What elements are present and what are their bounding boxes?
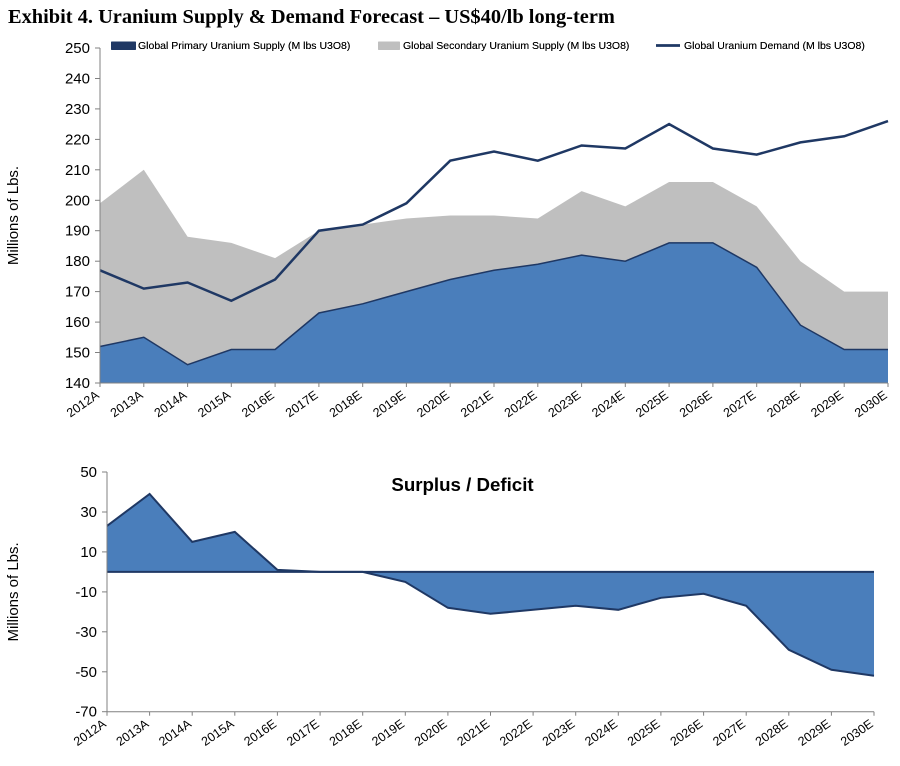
svg-text:2023E: 2023E — [546, 388, 584, 420]
svg-text:2020E: 2020E — [414, 388, 452, 420]
svg-text:2024E: 2024E — [582, 717, 620, 749]
svg-text:2021E: 2021E — [455, 717, 493, 749]
svg-text:50: 50 — [80, 464, 97, 481]
svg-text:Global Uranium Demand (M lbs U: Global Uranium Demand (M lbs U3O8) — [684, 40, 865, 52]
svg-text:2021E: 2021E — [458, 388, 496, 420]
svg-text:140: 140 — [65, 375, 90, 392]
svg-text:2015A: 2015A — [199, 716, 237, 749]
svg-text:-70: -70 — [75, 704, 97, 721]
svg-text:2024E: 2024E — [589, 388, 627, 420]
svg-text:2027E: 2027E — [710, 717, 748, 749]
svg-text:Millions of Lbs.: Millions of Lbs. — [5, 542, 22, 641]
svg-text:Global Primary Uranium Supply: Global Primary Uranium Supply (M lbs U3O… — [138, 40, 350, 52]
svg-text:Global Secondary Uranium Suppl: Global Secondary Uranium Supply (M lbs U… — [403, 40, 629, 52]
svg-text:250: 250 — [65, 40, 90, 57]
svg-text:Surplus / Deficit: Surplus / Deficit — [391, 474, 533, 495]
svg-text:10: 10 — [80, 544, 97, 561]
svg-text:-50: -50 — [75, 664, 97, 681]
svg-text:2026E: 2026E — [677, 388, 715, 420]
svg-text:2023E: 2023E — [540, 717, 578, 749]
svg-text:2012A: 2012A — [71, 716, 109, 749]
svg-text:190: 190 — [65, 223, 90, 240]
svg-text:2028E: 2028E — [764, 388, 802, 420]
svg-text:2020E: 2020E — [412, 717, 450, 749]
svg-text:2014A: 2014A — [152, 388, 190, 421]
svg-text:2022E: 2022E — [497, 717, 535, 749]
svg-text:160: 160 — [65, 314, 90, 331]
svg-text:180: 180 — [65, 253, 90, 270]
svg-text:-10: -10 — [75, 584, 97, 601]
svg-text:2013A: 2013A — [108, 388, 146, 421]
svg-text:220: 220 — [65, 131, 90, 148]
svg-text:2025E: 2025E — [633, 388, 671, 420]
svg-text:2012A: 2012A — [64, 388, 102, 421]
svg-text:2014A: 2014A — [156, 716, 194, 749]
svg-text:200: 200 — [65, 192, 90, 209]
svg-text:2030E: 2030E — [852, 388, 890, 420]
svg-text:Millions of Lbs.: Millions of Lbs. — [5, 166, 22, 265]
svg-text:30: 30 — [80, 504, 97, 521]
svg-text:230: 230 — [65, 101, 90, 118]
svg-text:2017E: 2017E — [284, 717, 322, 749]
svg-text:2022E: 2022E — [502, 388, 540, 420]
svg-text:2027E: 2027E — [721, 388, 759, 420]
svg-text:2015A: 2015A — [195, 388, 233, 421]
svg-text:2029E: 2029E — [795, 717, 833, 749]
svg-text:2030E: 2030E — [838, 717, 876, 749]
svg-text:2026E: 2026E — [668, 717, 706, 749]
svg-text:2016E: 2016E — [241, 717, 279, 749]
svg-text:2016E: 2016E — [239, 388, 277, 420]
svg-text:2025E: 2025E — [625, 717, 663, 749]
svg-text:170: 170 — [65, 284, 90, 301]
svg-text:2017E: 2017E — [283, 388, 321, 420]
svg-text:2018E: 2018E — [327, 388, 365, 420]
svg-text:2019E: 2019E — [369, 717, 407, 749]
svg-text:2029E: 2029E — [808, 388, 846, 420]
svg-text:2013A: 2013A — [114, 716, 152, 749]
svg-text:210: 210 — [65, 162, 90, 179]
svg-text:2018E: 2018E — [327, 717, 365, 749]
svg-text:150: 150 — [65, 345, 90, 362]
svg-text:2028E: 2028E — [753, 717, 791, 749]
svg-text:2019E: 2019E — [370, 388, 408, 420]
svg-text:240: 240 — [65, 71, 90, 88]
svg-text:-30: -30 — [75, 624, 97, 641]
